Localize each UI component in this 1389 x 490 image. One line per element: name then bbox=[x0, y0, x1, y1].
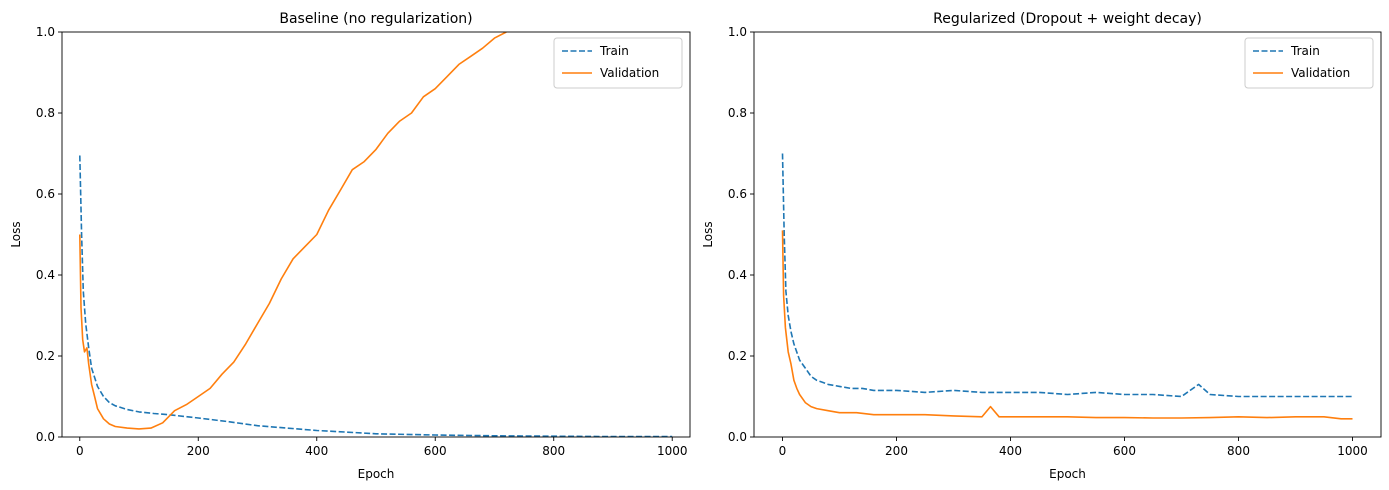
y-tick-label: 0.8 bbox=[728, 106, 747, 120]
plot-area: 0 200 400 600 800 1000 0.0 0.2 0.4 0.6 0.8 1.0 bbox=[728, 25, 1382, 458]
axes-frame bbox=[61, 31, 691, 438]
legend-label-train: Train bbox=[599, 44, 629, 58]
series-line-train bbox=[781, 153, 1353, 398]
y-tick-label: 1.0 bbox=[36, 25, 55, 39]
chart-title: Baseline (no regularization) bbox=[279, 11, 472, 27]
legend-box bbox=[553, 37, 683, 89]
y-axis-label: Loss bbox=[701, 221, 715, 247]
x-axis-label: Epoch bbox=[358, 467, 395, 481]
series-line-validation bbox=[79, 32, 507, 430]
x-tick-label: 600 bbox=[1113, 444, 1136, 458]
x-axis-label: Epoch bbox=[1049, 467, 1086, 481]
x-tick-label: 800 bbox=[1227, 444, 1250, 458]
x-tick-label: 200 bbox=[187, 444, 210, 458]
legend-label-train: Train bbox=[1290, 44, 1320, 58]
y-tick-label: 1.0 bbox=[728, 25, 747, 39]
legend-label-validation: Validation bbox=[1291, 66, 1350, 80]
legend: Train Validation bbox=[1244, 37, 1374, 89]
x-tick-label: 1000 bbox=[1337, 444, 1368, 458]
x-tick-label: 0 bbox=[76, 444, 84, 458]
x-tick-label: 200 bbox=[885, 444, 908, 458]
y-tick-label: 0.0 bbox=[36, 430, 55, 444]
chart-title: Regularized (Dropout + weight decay) bbox=[933, 11, 1202, 27]
y-tick-label: 0.2 bbox=[728, 349, 747, 363]
chart-panel-regularized: Regularized (Dropout + weight decay) 0 20… bbox=[701, 11, 1382, 481]
y-tick-label: 0.8 bbox=[36, 106, 55, 120]
series-line-train bbox=[79, 155, 673, 437]
axes-frame bbox=[753, 31, 1382, 438]
x-tick-label: 400 bbox=[305, 444, 328, 458]
x-tick-label: 1000 bbox=[657, 444, 688, 458]
x-tick-label: 400 bbox=[999, 444, 1022, 458]
x-tick-label: 0 bbox=[779, 444, 787, 458]
legend-box bbox=[1244, 37, 1374, 89]
x-tick-label: 800 bbox=[542, 444, 565, 458]
chart-panel-baseline: Baseline (no regularization) 0 200 400 600 8… bbox=[9, 11, 691, 481]
y-tick-label: 0.4 bbox=[728, 268, 747, 282]
legend-label-validation: Validation bbox=[600, 66, 659, 80]
y-tick-label: 0.6 bbox=[36, 187, 55, 201]
y-tick-label: 0.0 bbox=[728, 430, 747, 444]
legend: Train Validation bbox=[553, 37, 683, 89]
y-axis-label: Loss bbox=[9, 221, 23, 247]
y-tick-label: 0.6 bbox=[728, 187, 747, 201]
y-tick-label: 0.2 bbox=[36, 349, 55, 363]
series-line-validation bbox=[781, 230, 1353, 420]
x-tick-label: 600 bbox=[424, 444, 447, 458]
plot-area: 0 200 400 600 800 1000 0.0 0.2 0.4 0.6 0.8 1.0 bbox=[36, 25, 691, 458]
y-tick-label: 0.4 bbox=[36, 268, 55, 282]
